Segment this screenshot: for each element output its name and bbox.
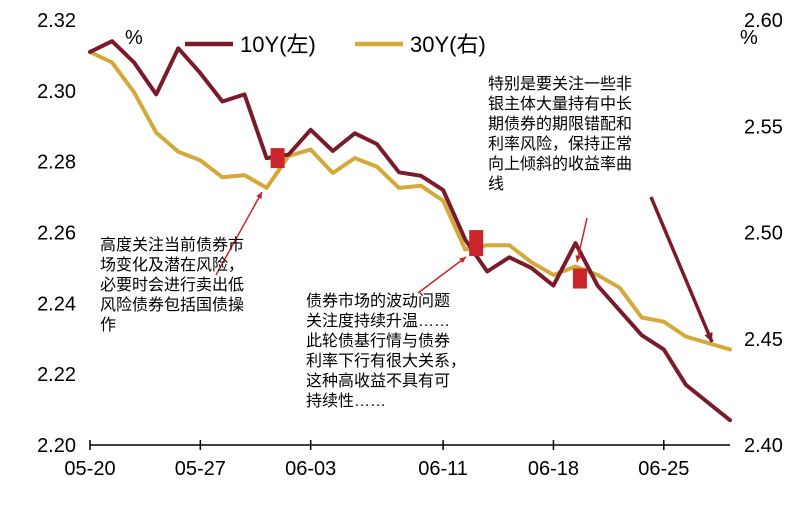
x-tick-label: 05-27 [175,458,226,480]
y-left-tick-label: 2.24 [37,293,76,315]
x-tick-label: 06-18 [528,458,579,480]
chart-svg: 05-20 05-27 06-03 06-11 06-18 06-25 2.20 2.22 2.… [0,0,793,505]
y-left-unit: % [125,27,143,49]
y-left-tick-label: 2.30 [37,81,76,103]
series-30y-line [90,52,730,350]
y-left-tick-label: 2.32 [37,10,76,32]
x-tick-label: 05-20 [64,458,115,480]
y-right-tick-label: 2.45 [744,329,783,351]
x-tick-label: 06-03 [285,458,336,480]
y-left-tick-label: 2.26 [37,223,76,245]
legend-label: 30Y(右) [410,32,486,57]
x-tick-label: 06-25 [638,458,689,480]
y-right-unit: % [740,27,758,49]
arrow-line [216,192,262,275]
arrow-line [418,257,466,293]
bond-yield-chart: 05-20 05-27 06-03 06-11 06-18 06-25 2.20 2.22 2.… [0,0,793,505]
x-tick-label: 06-11 [418,458,468,480]
event-marker [271,148,285,168]
y-left-tick-label: 2.22 [37,364,76,386]
event-marker [469,230,483,256]
y-right-tick-label: 2.55 [744,116,783,138]
series-10y-line [90,41,730,420]
legend-label: 10Y(左) [240,32,316,57]
event-marker [573,269,587,289]
y-right-tick-label: 2.50 [744,223,783,245]
y-left-tick-label: 2.20 [37,435,76,457]
y-right-tick-label: 2.40 [744,435,783,457]
y-left-tick-label: 2.28 [37,152,76,174]
